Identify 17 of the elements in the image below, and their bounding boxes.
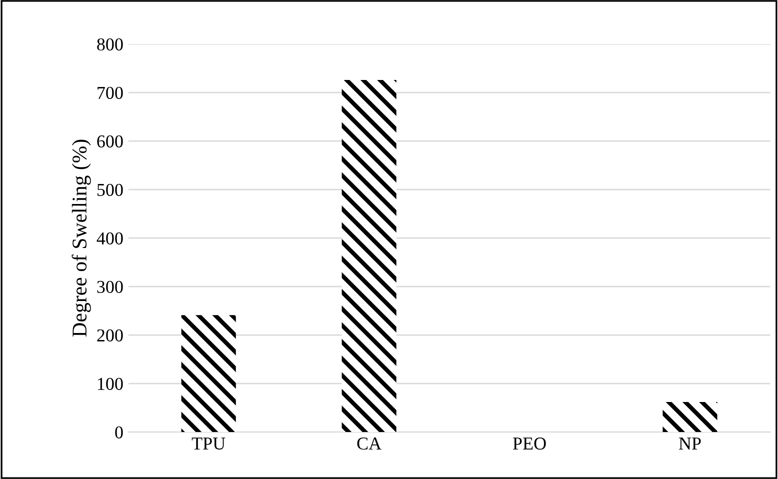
y-tick-label: 400 bbox=[96, 232, 123, 245]
y-tick-label: 800 bbox=[97, 38, 123, 51]
x-tick-label: NP bbox=[678, 438, 701, 450]
y-tick-label: 700 bbox=[98, 86, 123, 100]
bar bbox=[181, 315, 236, 432]
x-tick-label: PEO bbox=[512, 437, 546, 450]
y-tick-label: 500 bbox=[97, 184, 123, 196]
y-tick-label: 300 bbox=[97, 280, 123, 294]
y-tick-label: 0 bbox=[115, 426, 123, 438]
x-tick-label: CA bbox=[357, 437, 382, 450]
bar bbox=[342, 80, 396, 432]
y-tick-label: 600 bbox=[97, 135, 123, 148]
y-tick-label: 200 bbox=[97, 329, 123, 342]
bar bbox=[662, 402, 718, 432]
x-tick-label: TPU bbox=[192, 438, 226, 450]
y-axis-title: Degree of Swelling (%) bbox=[72, 140, 91, 337]
y-tick-label: 100 bbox=[98, 378, 123, 390]
